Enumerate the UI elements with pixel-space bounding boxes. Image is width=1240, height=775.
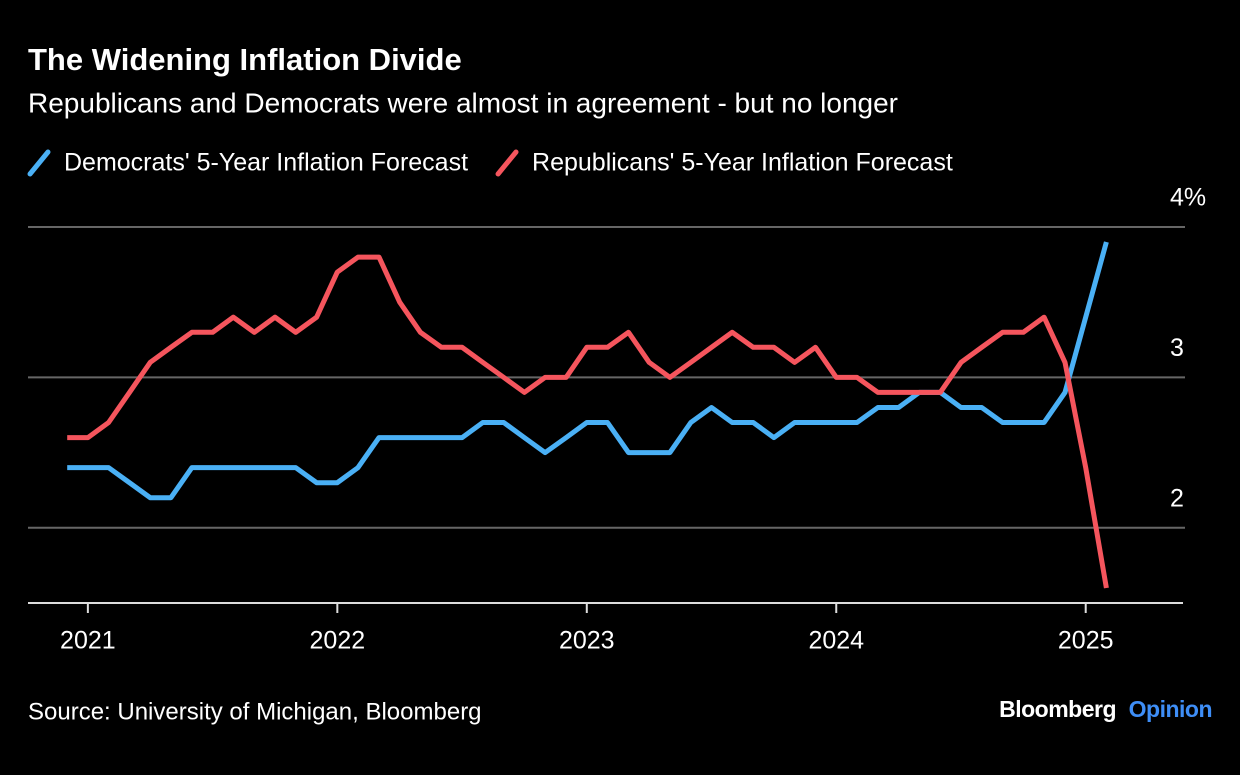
legend-swatch — [495, 149, 519, 177]
x-tick-label: 2025 — [1058, 627, 1114, 655]
x-tick-label: 2023 — [559, 627, 615, 655]
legend-label: Democrats' 5-Year Inflation Forecast — [64, 149, 468, 177]
y-tick-label: 4% — [1170, 184, 1206, 212]
legend-swatch — [27, 149, 51, 177]
data-line — [67, 241, 1109, 501]
data-line — [67, 254, 1109, 589]
x-tick-label: 2024 — [808, 627, 864, 655]
brand-logo: Bloomberg — [999, 696, 1116, 722]
x-tick-label: 2022 — [310, 627, 366, 655]
chart-subtitle: Republicans and Democrats were almost in… — [28, 87, 898, 118]
source-note: Source: University of Michigan, Bloomber… — [28, 698, 482, 725]
y-tick-label: 3 — [1170, 334, 1184, 362]
y-tick-label: 2 — [1170, 484, 1184, 512]
x-tick-label: 2021 — [60, 627, 116, 655]
brand-logo-sub: Opinion — [1129, 696, 1212, 722]
chart-title: The Widening Inflation Divide — [28, 42, 462, 77]
legend-label: Republicans' 5-Year Inflation Forecast — [532, 149, 953, 177]
